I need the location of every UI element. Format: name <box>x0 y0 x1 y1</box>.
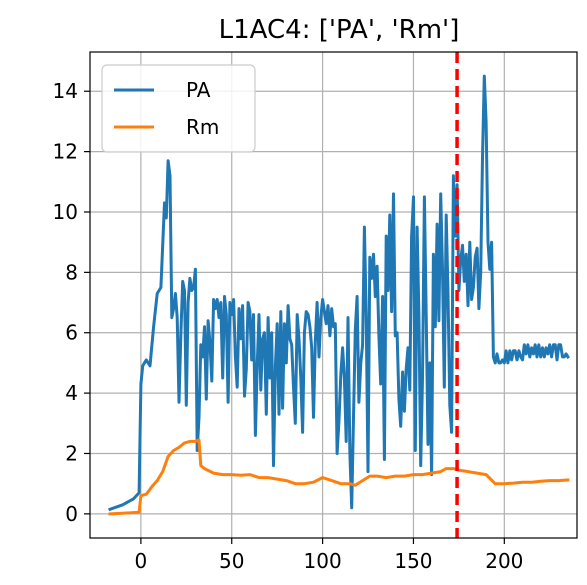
y-tick-label: 6 <box>65 321 78 345</box>
x-tick-label: 200 <box>485 549 523 573</box>
x-tick-label: 100 <box>304 549 342 573</box>
x-tick-label: 50 <box>219 549 244 573</box>
plot-frame <box>89 51 578 539</box>
y-tick-label: 12 <box>53 140 78 164</box>
y-tick-label: 4 <box>65 381 78 405</box>
legend: PA Rm <box>101 64 256 153</box>
y-tick-label: 2 <box>65 441 78 465</box>
series-layer <box>108 74 570 516</box>
x-tick-label: 0 <box>135 549 148 573</box>
legend-label-rm: Rm <box>186 115 219 139</box>
x-tick-label: 150 <box>394 549 432 573</box>
legend-label-pa: PA <box>186 78 211 102</box>
y-tick-label: 0 <box>65 502 78 526</box>
axis-ticks: 0 50 100 150 200 0 2 4 6 8 10 12 14 <box>53 79 524 573</box>
series-line-pa <box>108 74 570 512</box>
legend-box <box>101 64 256 153</box>
chart-title: L1AC4: ['PA', 'Rm'] <box>219 15 460 45</box>
y-tick-label: 8 <box>65 260 78 284</box>
y-tick-label: 14 <box>53 79 78 103</box>
y-tick-label: 10 <box>53 200 78 224</box>
series-line-rm <box>108 438 570 516</box>
